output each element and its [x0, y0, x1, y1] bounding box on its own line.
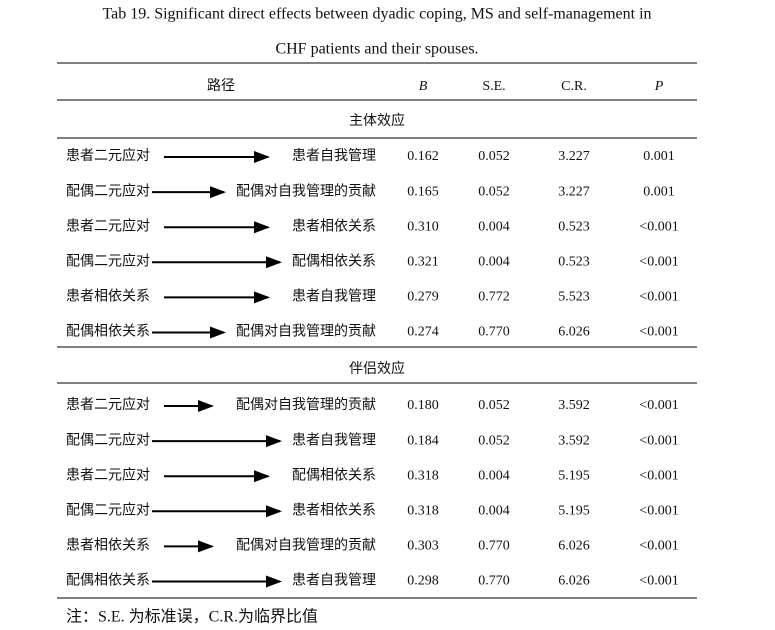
value-cell: <0.001: [639, 433, 678, 448]
path-from: 患者相依关系: [66, 538, 150, 554]
path-to: 患者自我管理: [292, 573, 376, 589]
path-from: 配偶二元应对: [66, 431, 150, 448]
path-to: 配偶对自我管理的贡献: [236, 324, 376, 340]
value-cell: 0.052: [478, 184, 510, 199]
path-to: 配偶相依关系: [292, 467, 376, 483]
value-cell: 0.770: [478, 574, 510, 589]
value-cell: 0.310: [407, 219, 439, 234]
header-cell: B: [419, 79, 428, 94]
value-cell: 0.772: [478, 290, 510, 305]
path-to: 配偶对自我管理的贡献: [236, 397, 376, 413]
value-cell: 0.162: [407, 149, 439, 164]
value-cell: 6.026: [558, 539, 590, 554]
path-from: 配偶相依关系: [66, 573, 150, 589]
path-to: 患者相依关系: [292, 218, 376, 234]
value-cell: 3.227: [558, 184, 590, 199]
value-cell: 0.004: [478, 504, 510, 519]
value-cell: 0.184: [407, 433, 439, 448]
path-from: 患者二元应对: [66, 396, 150, 413]
path-from: 患者相依关系: [66, 289, 150, 305]
value-cell: <0.001: [639, 468, 678, 483]
value-cell: 6.026: [558, 574, 590, 589]
path-to: 患者相依关系: [292, 503, 376, 519]
value-cell: 0.523: [558, 255, 590, 270]
value-cell: 0.770: [478, 539, 510, 554]
value-cell: <0.001: [639, 574, 678, 589]
path-from: 患者二元应对: [66, 466, 150, 483]
section-label: 伴侣效应: [349, 360, 405, 377]
value-cell: 0.274: [407, 325, 439, 340]
title-line: Tab 19. Significant direct effects betwe…: [102, 6, 651, 23]
path-to: 患者自我管理: [292, 432, 376, 448]
path-to: 配偶相依关系: [292, 254, 376, 270]
path-from: 患者二元应对: [66, 147, 150, 164]
value-cell: 0.523: [558, 219, 590, 234]
value-cell: 5.195: [558, 468, 590, 483]
value-cell: 3.227: [558, 149, 590, 164]
value-cell: 0.001: [643, 149, 675, 164]
value-cell: 5.195: [558, 504, 590, 519]
value-cell: 0.165: [407, 184, 439, 199]
path-from: 配偶二元应对: [66, 502, 150, 519]
header-cell: 路径: [207, 78, 235, 94]
value-cell: <0.001: [639, 219, 678, 234]
value-cell: 0.052: [478, 433, 510, 448]
value-cell: 0.004: [478, 468, 510, 483]
value-cell: 0.303: [407, 539, 439, 554]
path-to: 患者自我管理: [292, 289, 376, 305]
value-cell: 0.321: [407, 255, 439, 270]
value-cell: <0.001: [639, 504, 678, 519]
path-to: 配偶对自我管理的贡献: [236, 183, 376, 199]
value-cell: <0.001: [639, 398, 678, 413]
value-cell: <0.001: [639, 325, 678, 340]
value-cell: 0.052: [478, 149, 510, 164]
value-cell: 0.052: [478, 398, 510, 413]
value-cell: 3.592: [558, 398, 590, 413]
header-cell: C.R.: [561, 79, 587, 94]
note: 注：S.E. 为标准误，C.R.为临界比值: [66, 608, 318, 626]
title-line: CHF patients and their spouses.: [275, 41, 478, 58]
header-cell: P: [654, 79, 664, 94]
value-cell: 3.592: [558, 433, 590, 448]
value-cell: 0.318: [407, 468, 439, 483]
value-cell: 0.004: [478, 219, 510, 234]
path-from: 配偶二元应对: [66, 253, 150, 270]
value-cell: <0.001: [639, 290, 678, 305]
path-to: 配偶对自我管理的贡献: [236, 538, 376, 554]
value-cell: <0.001: [639, 255, 678, 270]
path-from: 配偶二元应对: [66, 182, 150, 199]
path-from: 患者二元应对: [66, 217, 150, 234]
value-cell: 0.001: [643, 184, 675, 199]
section-label: 主体效应: [349, 112, 405, 129]
header-cell: S.E.: [482, 79, 505, 94]
value-cell: 0.279: [407, 290, 439, 305]
value-cell: 0.298: [407, 574, 439, 589]
path-from: 配偶相依关系: [66, 324, 150, 340]
value-cell: 0.004: [478, 255, 510, 270]
path-to: 患者自我管理: [292, 148, 376, 164]
value-cell: 0.318: [407, 504, 439, 519]
value-cell: 0.180: [407, 398, 439, 413]
value-cell: 0.770: [478, 325, 510, 340]
value-cell: <0.001: [639, 539, 678, 554]
value-cell: 5.523: [558, 290, 590, 305]
value-cell: 6.026: [558, 325, 590, 340]
